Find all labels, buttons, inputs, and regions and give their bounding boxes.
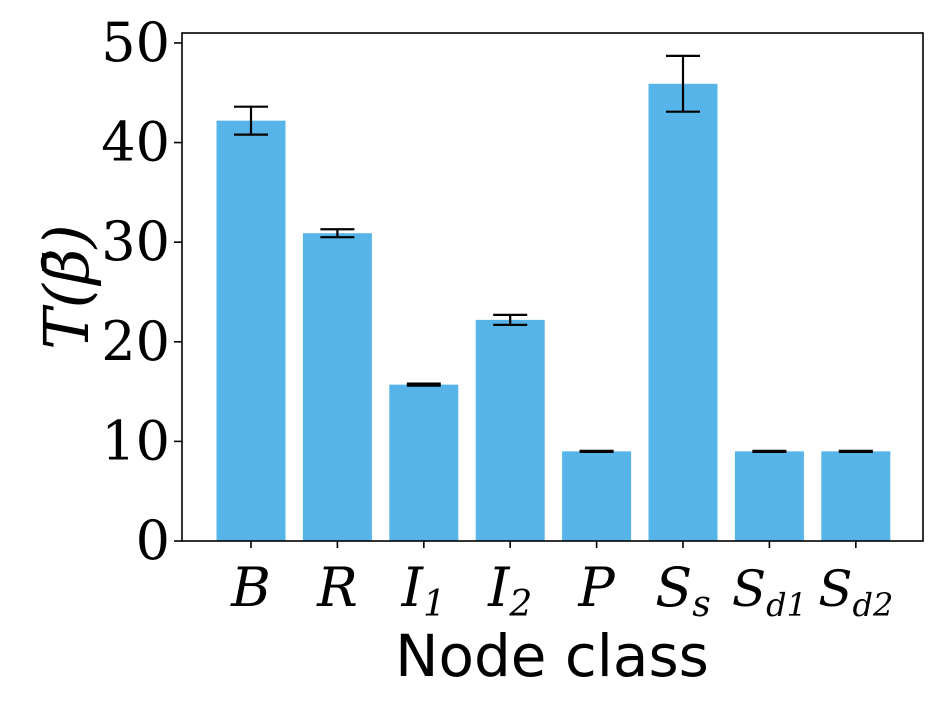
bar-7	[821, 451, 891, 541]
errorbar-0	[234, 105, 268, 136]
x-tick-label-2: I1	[401, 556, 446, 625]
y-tick-label-1: 10	[101, 409, 170, 472]
errorbar-5	[666, 54, 700, 113]
y-tick-label-0: 0	[136, 509, 170, 572]
bars-group	[216, 83, 891, 542]
bar-5	[648, 83, 718, 542]
x-tick-label-1: R	[316, 556, 358, 619]
x-axis-title: Node class	[395, 622, 709, 690]
x-tick-label-0: B	[230, 556, 271, 619]
errorbar-1	[320, 228, 355, 239]
errorbar-7	[838, 449, 873, 453]
bar-0	[216, 120, 286, 541]
x-tick-label-6: Sd1	[732, 560, 807, 624]
x-tick-label-4: P	[577, 556, 616, 619]
bar-3	[475, 319, 545, 541]
bar-2	[389, 384, 459, 541]
y-axis-title: T(β̄)	[30, 224, 103, 350]
errorbar-3	[493, 313, 528, 326]
y-tick-label-2: 20	[101, 310, 170, 373]
x-axis-ticks: B R I1 I2 P Ss Sd1 Sd2	[230, 541, 893, 625]
x-tick-label-3: I2	[487, 556, 532, 625]
plot-frame	[181, 32, 924, 542]
bar-1	[302, 233, 372, 541]
x-tick-label-7: Sd2	[818, 560, 893, 624]
x-tick-label-5: Ss	[655, 556, 710, 625]
errorbar-6	[752, 449, 787, 453]
y-tick-label-5: 50	[101, 11, 170, 74]
errorbar-2	[406, 382, 441, 387]
errorbar-4	[579, 449, 614, 453]
bar-4	[562, 451, 632, 541]
errorbars-group	[234, 54, 873, 453]
y-tick-label-3: 30	[101, 210, 170, 273]
y-tick-label-4: 40	[101, 111, 170, 174]
y-axis-ticks: 0 10 20 30 40 50	[101, 11, 182, 572]
bar-6	[734, 451, 804, 541]
